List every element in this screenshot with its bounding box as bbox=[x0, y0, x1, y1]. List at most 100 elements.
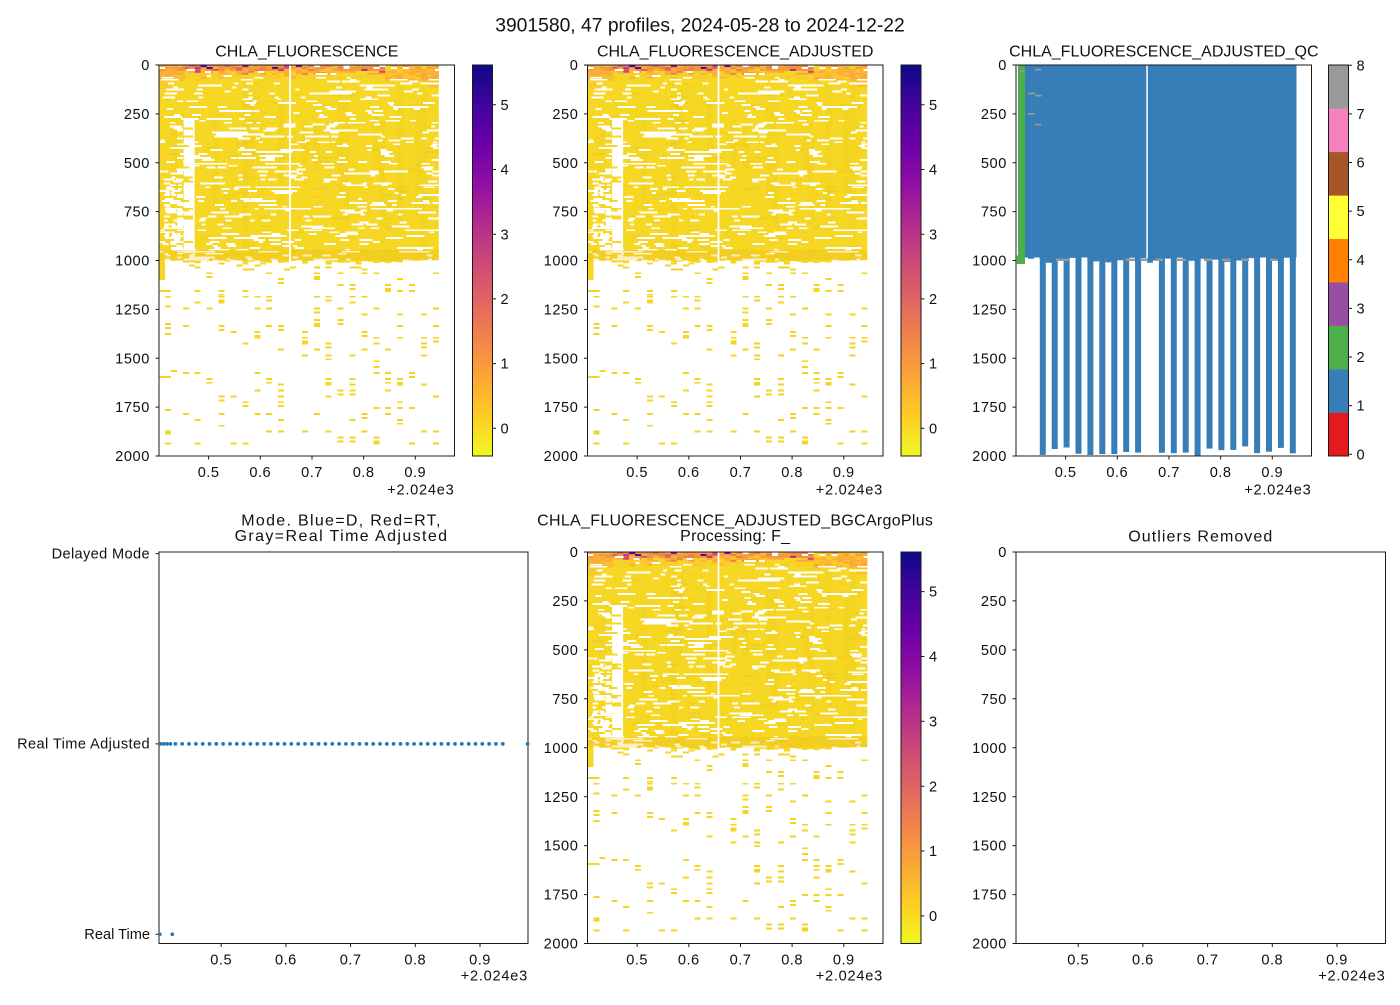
svg-text:750: 750 bbox=[981, 205, 1007, 221]
svg-text:6: 6 bbox=[1357, 156, 1365, 172]
svg-text:1000: 1000 bbox=[115, 254, 150, 270]
svg-text:0.5: 0.5 bbox=[198, 465, 220, 481]
svg-text:1750: 1750 bbox=[544, 888, 579, 904]
svg-text:7: 7 bbox=[1357, 107, 1365, 123]
svg-text:2000: 2000 bbox=[115, 449, 150, 465]
svg-text:CHLA_FLUORESCENCE_ADJUSTED_QC: CHLA_FLUORESCENCE_ADJUSTED_QC bbox=[1009, 44, 1318, 61]
svg-text:1000: 1000 bbox=[972, 741, 1007, 757]
svg-text:0: 0 bbox=[929, 421, 937, 437]
svg-text:3: 3 bbox=[929, 227, 937, 243]
svg-text:1500: 1500 bbox=[115, 351, 150, 367]
svg-text:3: 3 bbox=[501, 227, 509, 243]
svg-text:5: 5 bbox=[929, 98, 937, 114]
svg-text:0.7: 0.7 bbox=[730, 953, 752, 969]
svg-text:0.7: 0.7 bbox=[340, 953, 362, 969]
svg-text:1000: 1000 bbox=[972, 254, 1007, 270]
svg-text:0.6: 0.6 bbox=[275, 953, 297, 969]
svg-text:2000: 2000 bbox=[544, 449, 579, 465]
svg-text:Real Time Adjusted: Real Time Adjusted bbox=[17, 737, 150, 753]
svg-text:250: 250 bbox=[124, 107, 150, 123]
svg-text:500: 500 bbox=[552, 156, 578, 172]
svg-text:3: 3 bbox=[929, 714, 937, 730]
svg-text:2000: 2000 bbox=[972, 937, 1007, 953]
svg-text:5: 5 bbox=[501, 98, 509, 114]
svg-text:0.6: 0.6 bbox=[1132, 953, 1154, 969]
svg-text:0.5: 0.5 bbox=[626, 953, 648, 969]
svg-text:500: 500 bbox=[124, 156, 150, 172]
svg-text:0.9: 0.9 bbox=[469, 953, 491, 969]
svg-text:1750: 1750 bbox=[544, 400, 579, 416]
svg-text:250: 250 bbox=[981, 594, 1007, 610]
svg-text:3901580, 47 profiles, 2024-05-: 3901580, 47 profiles, 2024-05-28 to 2024… bbox=[495, 16, 905, 37]
svg-text:1750: 1750 bbox=[115, 400, 150, 416]
svg-text:0.7: 0.7 bbox=[301, 465, 323, 481]
svg-text:1750: 1750 bbox=[972, 400, 1007, 416]
svg-text:500: 500 bbox=[981, 156, 1007, 172]
svg-text:0: 0 bbox=[141, 58, 150, 74]
svg-text:1000: 1000 bbox=[544, 254, 579, 270]
svg-text:5: 5 bbox=[1357, 204, 1365, 220]
svg-text:2: 2 bbox=[929, 779, 937, 795]
svg-text:0.7: 0.7 bbox=[730, 465, 752, 481]
svg-text:250: 250 bbox=[552, 594, 578, 610]
svg-text:0: 0 bbox=[570, 58, 579, 74]
svg-text:1000: 1000 bbox=[544, 741, 579, 757]
svg-text:0: 0 bbox=[1357, 447, 1365, 463]
svg-text:1250: 1250 bbox=[544, 790, 579, 806]
svg-text:0: 0 bbox=[929, 909, 937, 925]
svg-text:+2.024e3: +2.024e3 bbox=[1244, 483, 1311, 499]
svg-text:500: 500 bbox=[552, 643, 578, 659]
svg-text:0.8: 0.8 bbox=[353, 465, 375, 481]
svg-text:1500: 1500 bbox=[544, 351, 579, 367]
svg-text:2: 2 bbox=[1357, 350, 1365, 366]
svg-text:0.7: 0.7 bbox=[1158, 465, 1180, 481]
svg-text:500: 500 bbox=[981, 643, 1007, 659]
svg-text:4: 4 bbox=[501, 163, 509, 179]
svg-text:Mode. Blue=D, Red=RT,: Mode. Blue=D, Red=RT, bbox=[241, 512, 441, 529]
svg-text:0.5: 0.5 bbox=[626, 465, 648, 481]
svg-text:1: 1 bbox=[929, 357, 937, 373]
svg-text:Processing: F_: Processing: F_ bbox=[680, 528, 791, 545]
svg-text:1500: 1500 bbox=[972, 351, 1007, 367]
svg-text:1: 1 bbox=[929, 844, 937, 860]
svg-text:Outliers Removed: Outliers Removed bbox=[1128, 528, 1273, 545]
svg-text:+2.024e3: +2.024e3 bbox=[816, 969, 883, 985]
svg-text:1500: 1500 bbox=[544, 839, 579, 855]
svg-text:750: 750 bbox=[981, 692, 1007, 708]
svg-text:0.9: 0.9 bbox=[1326, 953, 1348, 969]
svg-text:Real Time: Real Time bbox=[84, 927, 150, 943]
svg-text:750: 750 bbox=[552, 205, 578, 221]
svg-text:0.9: 0.9 bbox=[833, 953, 855, 969]
svg-text:0.8: 0.8 bbox=[781, 953, 803, 969]
svg-text:1750: 1750 bbox=[972, 888, 1007, 904]
svg-text:4: 4 bbox=[1357, 253, 1365, 269]
svg-text:0.6: 0.6 bbox=[678, 465, 700, 481]
svg-text:0.5: 0.5 bbox=[1055, 465, 1077, 481]
svg-text:1250: 1250 bbox=[972, 790, 1007, 806]
svg-text:2000: 2000 bbox=[544, 937, 579, 953]
svg-text:+2.024e3: +2.024e3 bbox=[461, 969, 528, 985]
svg-text:250: 250 bbox=[552, 107, 578, 123]
svg-text:2: 2 bbox=[929, 292, 937, 308]
svg-text:3: 3 bbox=[1357, 302, 1365, 318]
svg-text:1: 1 bbox=[1357, 399, 1365, 415]
svg-text:5: 5 bbox=[929, 585, 937, 601]
svg-text:1250: 1250 bbox=[972, 303, 1007, 319]
svg-text:0.8: 0.8 bbox=[404, 953, 426, 969]
svg-text:0.9: 0.9 bbox=[833, 465, 855, 481]
svg-text:0: 0 bbox=[998, 58, 1007, 74]
svg-text:1250: 1250 bbox=[544, 303, 579, 319]
svg-text:Delayed Mode: Delayed Mode bbox=[52, 546, 150, 562]
svg-text:2: 2 bbox=[501, 292, 509, 308]
svg-text:0.6: 0.6 bbox=[678, 953, 700, 969]
svg-text:2000: 2000 bbox=[972, 449, 1007, 465]
svg-text:Gray=Real Time Adjusted: Gray=Real Time Adjusted bbox=[235, 528, 449, 545]
svg-text:8: 8 bbox=[1357, 58, 1365, 74]
svg-text:+2.024e3: +2.024e3 bbox=[816, 483, 883, 499]
svg-text:0.9: 0.9 bbox=[1261, 465, 1283, 481]
svg-text:750: 750 bbox=[552, 692, 578, 708]
svg-text:0.8: 0.8 bbox=[1261, 953, 1283, 969]
svg-text:0.6: 0.6 bbox=[1106, 465, 1128, 481]
svg-text:CHLA_FLUORESCENCE_ADJUSTED: CHLA_FLUORESCENCE_ADJUSTED bbox=[597, 44, 874, 61]
svg-text:0.5: 0.5 bbox=[1067, 953, 1089, 969]
